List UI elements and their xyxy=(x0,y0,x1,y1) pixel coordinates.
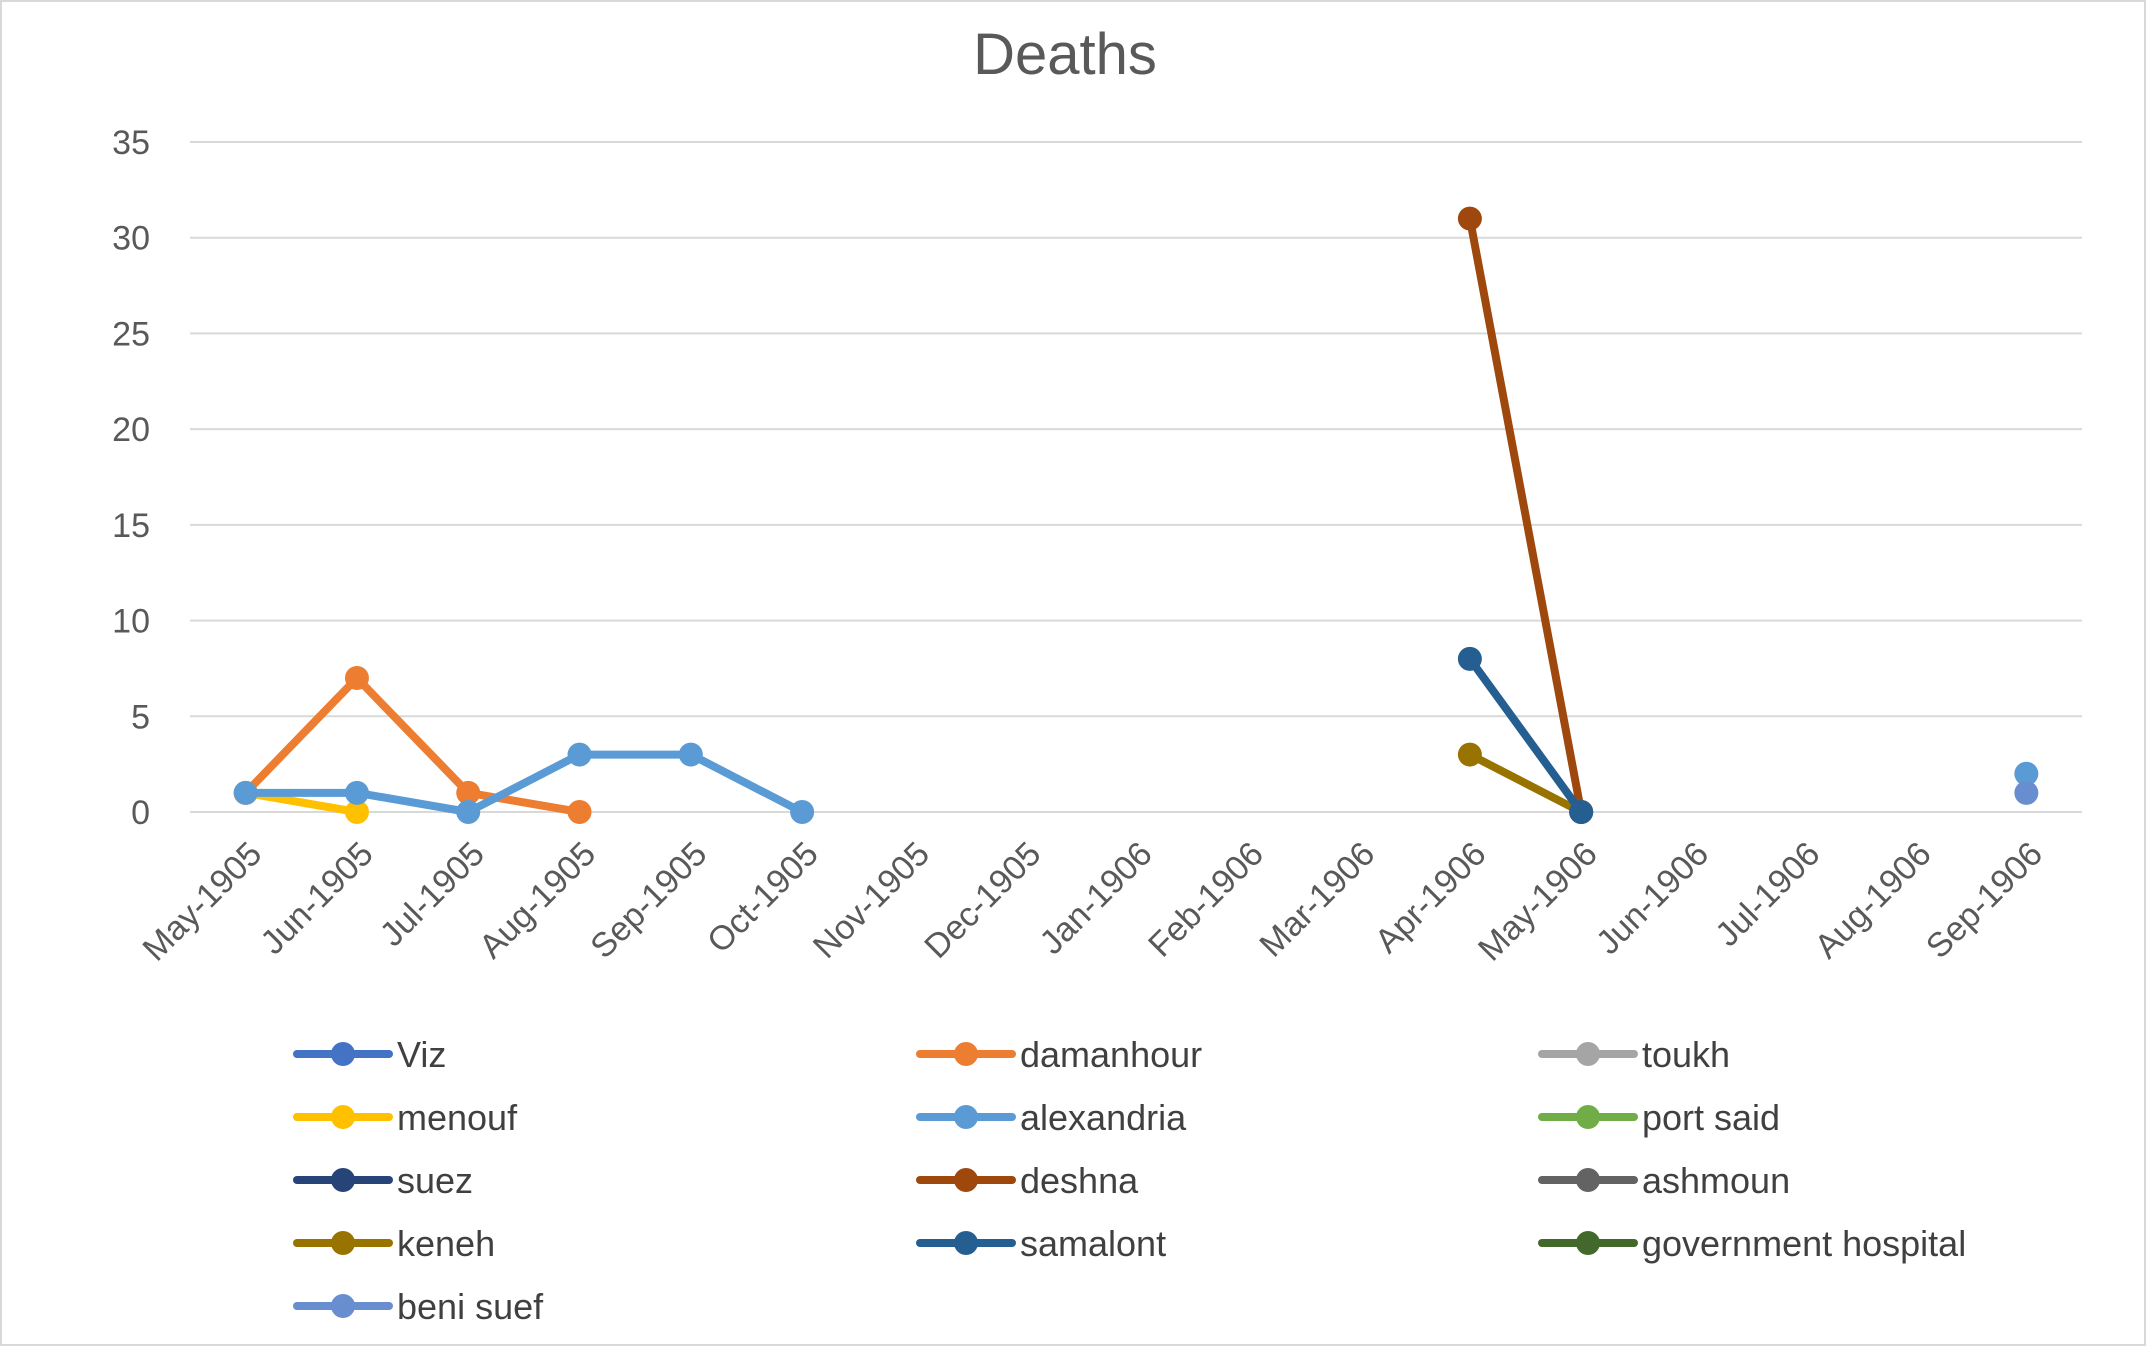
x-tick-label: Nov-1905 xyxy=(806,835,937,966)
legend-swatch-marker xyxy=(1576,1231,1600,1255)
legend-swatch-marker xyxy=(331,1105,355,1129)
legend-item: samalont xyxy=(916,1223,1166,1264)
y-tick-label: 5 xyxy=(131,698,150,736)
y-axis-ticks: 0 5 10 15 20 25 30 35 xyxy=(112,124,150,832)
legend-label: beni suef xyxy=(397,1286,544,1327)
legend-item: suez xyxy=(293,1160,473,1201)
x-tick-label: Sep-1905 xyxy=(583,835,714,966)
legend-label: suez xyxy=(397,1160,473,1201)
legend: Viz damanhour toukh menouf alexandria port sa… xyxy=(293,1034,1966,1327)
series-line xyxy=(1465,654,1586,816)
data-point xyxy=(1457,646,1482,671)
y-tick-label: 25 xyxy=(112,315,150,353)
legend-swatch-marker xyxy=(331,1042,355,1066)
data-point xyxy=(567,742,592,767)
series-line xyxy=(241,674,584,816)
legend-swatch-marker xyxy=(1576,1042,1600,1066)
data-point xyxy=(344,800,369,824)
y-tick-label: 15 xyxy=(112,507,150,545)
legend-swatch-marker xyxy=(954,1231,978,1255)
data-point xyxy=(456,800,481,824)
data-point xyxy=(2014,780,2039,805)
y-tick-label: 20 xyxy=(112,411,150,449)
legend-label: toukh xyxy=(1642,1034,1730,1075)
series-line xyxy=(241,750,807,816)
x-tick-label: Aug-1905 xyxy=(472,835,603,966)
legend-item: damanhour xyxy=(916,1034,1202,1075)
data-point xyxy=(2014,761,2039,786)
legend-swatch-marker xyxy=(331,1168,355,1192)
data-point xyxy=(1457,206,1482,231)
legend-label: keneh xyxy=(397,1223,495,1264)
legend-item: port said xyxy=(1538,1097,1780,1138)
data-point xyxy=(233,780,258,805)
x-tick-label: May-1906 xyxy=(1471,835,1605,969)
x-tick-label: May-1905 xyxy=(136,835,270,969)
legend-swatch-marker xyxy=(331,1231,355,1255)
data-point xyxy=(678,742,703,767)
series-samalont xyxy=(1457,646,1594,824)
y-tick-label: 0 xyxy=(131,794,150,832)
legend-swatch-marker xyxy=(954,1042,978,1066)
series-beni-suef xyxy=(2014,780,2039,805)
x-tick-label: Jun-1905 xyxy=(253,835,380,962)
x-tick-label: Feb-1906 xyxy=(1141,835,1271,965)
y-tick-label: 30 xyxy=(112,220,150,258)
legend-swatch-marker xyxy=(1576,1105,1600,1129)
y-tick-label: 35 xyxy=(112,124,150,162)
x-axis-ticks: May-1905Jun-1905Jul-1905Aug-1905Sep-1905… xyxy=(136,835,2050,969)
x-tick-label: Aug-1906 xyxy=(1808,835,1939,966)
legend-item: deshna xyxy=(916,1160,1139,1201)
x-tick-label: Jun-1906 xyxy=(1589,835,1716,962)
legend-item: alexandria xyxy=(916,1097,1187,1138)
series-alexandria xyxy=(233,742,2039,824)
data-point xyxy=(344,666,369,690)
gridlines xyxy=(190,141,2082,813)
x-tick-label: Mar-1906 xyxy=(1252,835,1382,965)
legend-label: government hospital xyxy=(1642,1223,1966,1264)
legend-label: Viz xyxy=(397,1034,446,1075)
data-point xyxy=(344,780,369,805)
legend-item: government hospital xyxy=(1538,1223,1966,1264)
x-tick-label: Jan-1906 xyxy=(1033,835,1160,962)
legend-label: port said xyxy=(1642,1097,1780,1138)
legend-label: deshna xyxy=(1020,1160,1139,1201)
series-lines xyxy=(233,206,2039,824)
x-tick-label: Sep-1906 xyxy=(1919,835,2050,966)
series-line xyxy=(1465,214,1586,816)
x-tick-label: Oct-1905 xyxy=(700,835,826,961)
legend-label: ashmoun xyxy=(1642,1160,1790,1201)
chart-title: Deaths xyxy=(973,22,1157,87)
legend-label: samalont xyxy=(1020,1223,1166,1264)
legend-swatch-marker xyxy=(331,1294,355,1318)
data-point xyxy=(790,800,815,824)
legend-swatch-marker xyxy=(954,1168,978,1192)
legend-label: alexandria xyxy=(1020,1097,1187,1138)
x-tick-label: Dec-1905 xyxy=(917,835,1048,966)
legend-item: Viz xyxy=(293,1034,446,1075)
legend-item: ashmoun xyxy=(1538,1160,1790,1201)
data-point xyxy=(1569,800,1594,824)
series-line xyxy=(1465,750,1586,816)
legend-item: beni suef xyxy=(293,1286,544,1327)
legend-label: menouf xyxy=(397,1097,518,1138)
legend-swatch-marker xyxy=(1576,1168,1600,1192)
data-point xyxy=(1457,742,1482,767)
y-tick-label: 10 xyxy=(112,603,150,641)
legend-item: menouf xyxy=(293,1097,518,1138)
legend-swatch-marker xyxy=(954,1105,978,1129)
legend-item: keneh xyxy=(293,1223,495,1264)
legend-item: toukh xyxy=(1538,1034,1730,1075)
legend-label: damanhour xyxy=(1020,1034,1202,1075)
data-point xyxy=(567,800,592,824)
data-point xyxy=(456,780,481,805)
